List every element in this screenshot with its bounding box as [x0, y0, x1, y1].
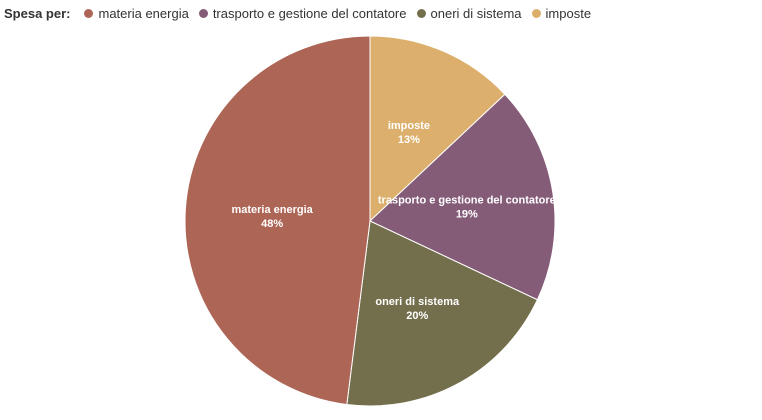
legend-label-materia-energia: materia energia	[98, 6, 189, 21]
legend-title: Spesa per:	[4, 6, 71, 21]
slice-percent-imposte: 13%	[398, 134, 420, 146]
slice-percent-trasporto-e-gestione-del-contatore: 19%	[456, 209, 478, 221]
legend-item-imposte[interactable]: imposte	[531, 6, 592, 21]
legend-item-trasporto[interactable]: trasporto e gestione del contatore	[198, 6, 407, 21]
legend-swatch-trasporto	[198, 9, 208, 18]
legend-label-trasporto: trasporto e gestione del contatore	[212, 6, 407, 21]
pie-slice-oneri-di-sistema[interactable]	[346, 220, 539, 407]
slice-label-materia-energia: materia energia	[231, 204, 313, 216]
slice-percent-materia-energia: 48%	[261, 218, 283, 230]
legend-swatch-oneri	[416, 9, 426, 18]
pie-slice-materia-energia[interactable]	[184, 35, 371, 406]
pie-slice-imposte[interactable]	[369, 35, 506, 223]
legend-label-imposte: imposte	[545, 6, 592, 21]
chart-legend: Spesa per: materia energia trasporto e g…	[4, 6, 601, 21]
slice-label-trasporto-e-gestione-del-contatore: trasporto e gestione del contatore	[378, 195, 556, 207]
legend-swatch-imposte	[531, 9, 541, 18]
slice-label-oneri-di-sistema: oneri di sistema	[375, 296, 460, 308]
legend-label-oneri: oneri di sistema	[430, 6, 522, 21]
legend-swatch-materia-energia	[84, 9, 94, 18]
slice-percent-oneri-di-sistema: 20%	[406, 310, 428, 322]
legend-item-oneri[interactable]: oneri di sistema	[416, 6, 522, 21]
legend-item-materia-energia[interactable]: materia energia	[84, 6, 189, 21]
pie-slice-trasporto-e-gestione-del-contatore[interactable]	[369, 93, 556, 301]
slice-label-imposte: imposte	[388, 120, 430, 132]
